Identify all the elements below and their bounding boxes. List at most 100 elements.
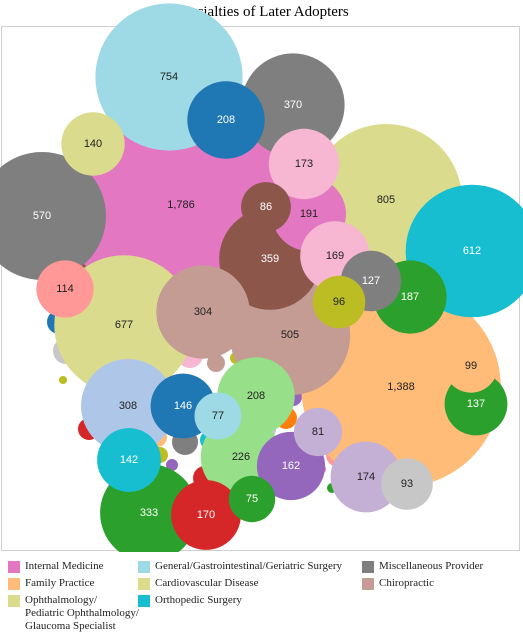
legend-label: Ophthalmology/ Pediatric Ophthalmology/ … (25, 594, 139, 632)
bubble-value-label: 75 (246, 493, 258, 505)
bubble-circle (36, 260, 94, 318)
bubble-value-label: 146 (174, 400, 192, 412)
legend-swatch (138, 578, 150, 590)
legend-swatch (8, 578, 20, 590)
bubble-circle (241, 182, 291, 232)
bubble-circle (301, 287, 501, 487)
bubble: 304 (156, 265, 250, 359)
bubble-value-label: 96 (333, 296, 345, 308)
bubble-value-label: 169 (326, 250, 344, 262)
bubble: 370 (241, 53, 345, 157)
bubble-small (166, 459, 178, 471)
legend-swatch (8, 561, 20, 573)
bubble-circle (444, 339, 498, 393)
bubble-value-label: 81 (312, 426, 324, 438)
bubble-circle (97, 428, 161, 492)
bubble-value-label: 226 (232, 451, 250, 463)
bubble-value-label: 359 (261, 253, 279, 265)
legend-label: General/Gastrointestinal/Geriatric Surge… (155, 560, 343, 572)
bubble: 96 (312, 275, 366, 329)
bubble-circle (194, 392, 242, 440)
bubble: 140 (61, 112, 125, 176)
legend-label: Orthopedic Surgery (155, 594, 242, 606)
legend-item: General/Gastrointestinal/Geriatric Surge… (138, 560, 342, 573)
bubble-value-label: 173 (295, 158, 313, 170)
bubble-value-label: 370 (284, 99, 302, 111)
bubble-value-label: 333 (140, 507, 158, 519)
bubble: 173 (268, 128, 340, 200)
bubble-value-label: 505 (281, 329, 299, 341)
legend-item: Chiropractic (362, 577, 434, 590)
chart-title: Specialties of Later Adopters (174, 4, 349, 20)
bubble-value-label: 127 (362, 275, 380, 287)
legend-item: Orthopedic Surgery (138, 594, 242, 607)
bubble-circle (81, 359, 175, 453)
legend-item: Ophthalmology/ Pediatric Ophthalmology/ … (8, 594, 139, 633)
bubble: 114 (36, 260, 94, 318)
legend-swatch (362, 578, 374, 590)
bubble: 93 (381, 458, 433, 510)
legend-item: Internal Medicine (8, 560, 104, 573)
bubble-value-label: 570 (33, 210, 51, 222)
bubble: 75 (228, 475, 276, 523)
bubble: 81 (293, 407, 343, 457)
bubble-value-label: 140 (84, 138, 102, 150)
bubble: 570 (0, 152, 106, 280)
bubble-value-label: 93 (401, 478, 413, 490)
legend-label: Cardiovascular Disease (155, 577, 259, 589)
bubble-small (59, 376, 67, 384)
bubble-value-label: 174 (357, 471, 375, 483)
bubble-value-label: 99 (465, 360, 477, 372)
bubble-value-label: 77 (212, 410, 224, 422)
bubble: 308 (81, 359, 175, 453)
bubble: 86 (241, 182, 291, 232)
bubble-value-label: 1,786 (167, 199, 195, 211)
legend-swatch (8, 595, 20, 607)
legend-label: Miscellaneous Provider (379, 560, 484, 572)
chart-legend: Internal Medicine General/Gastrointestina… (0, 556, 523, 640)
bubble-circle (61, 112, 125, 176)
legend-swatch (362, 561, 374, 573)
bubble-value-label: 1,388 (387, 381, 415, 393)
bubble-value-label: 86 (260, 201, 272, 213)
bubble: 208 (187, 81, 265, 159)
legend-item: Cardiovascular Disease (138, 577, 259, 590)
bubble-value-label: 187 (401, 291, 419, 303)
bubble-circle (156, 265, 250, 359)
bubble-circle (381, 458, 433, 510)
legend-swatch (138, 561, 150, 573)
bubble-circle (312, 275, 366, 329)
bubble-value-label: 208 (217, 114, 235, 126)
bubble-value-label: 142 (120, 454, 138, 466)
legend-label: Family Practice (25, 577, 95, 589)
bubble-value-label: 304 (194, 306, 212, 318)
legend-item: Family Practice (8, 577, 94, 590)
bubble: 1,388 (301, 287, 501, 487)
bubble-value-label: 677 (115, 319, 133, 331)
bubble-circle (268, 128, 340, 200)
bubble: 170 (171, 480, 241, 550)
bubble-value-label: 805 (377, 194, 395, 206)
bubble-circle (293, 407, 343, 457)
bubble-circle (0, 152, 106, 280)
bubble: 77 (194, 392, 242, 440)
legend-label: Chiropractic (379, 577, 434, 589)
legend-label: Internal Medicine (25, 560, 104, 572)
bubble-value-label: 137 (467, 398, 485, 410)
bubble-value-label: 114 (56, 283, 74, 295)
bubble-chart: 1,786 1,388 805 754 677 612 570 505 370 359 333 308… (0, 3, 523, 552)
bubble-circle (187, 81, 265, 159)
bubble-value-label: 612 (463, 245, 481, 257)
bubble-circle (228, 475, 276, 523)
bubble-value-label: 170 (197, 509, 215, 521)
legend-item: Miscellaneous Provider (362, 560, 483, 573)
bubble-value-label: 162 (282, 460, 300, 472)
bubble-circle (171, 480, 241, 550)
bubble-circle (241, 53, 345, 157)
bubble-small (207, 354, 225, 372)
bubble-value-label: 208 (247, 390, 265, 402)
bubble-value-label: 308 (119, 400, 137, 412)
bubble: 99 (444, 339, 498, 393)
bubble: 142 (97, 428, 161, 492)
bubble-value-label: 754 (160, 71, 178, 83)
